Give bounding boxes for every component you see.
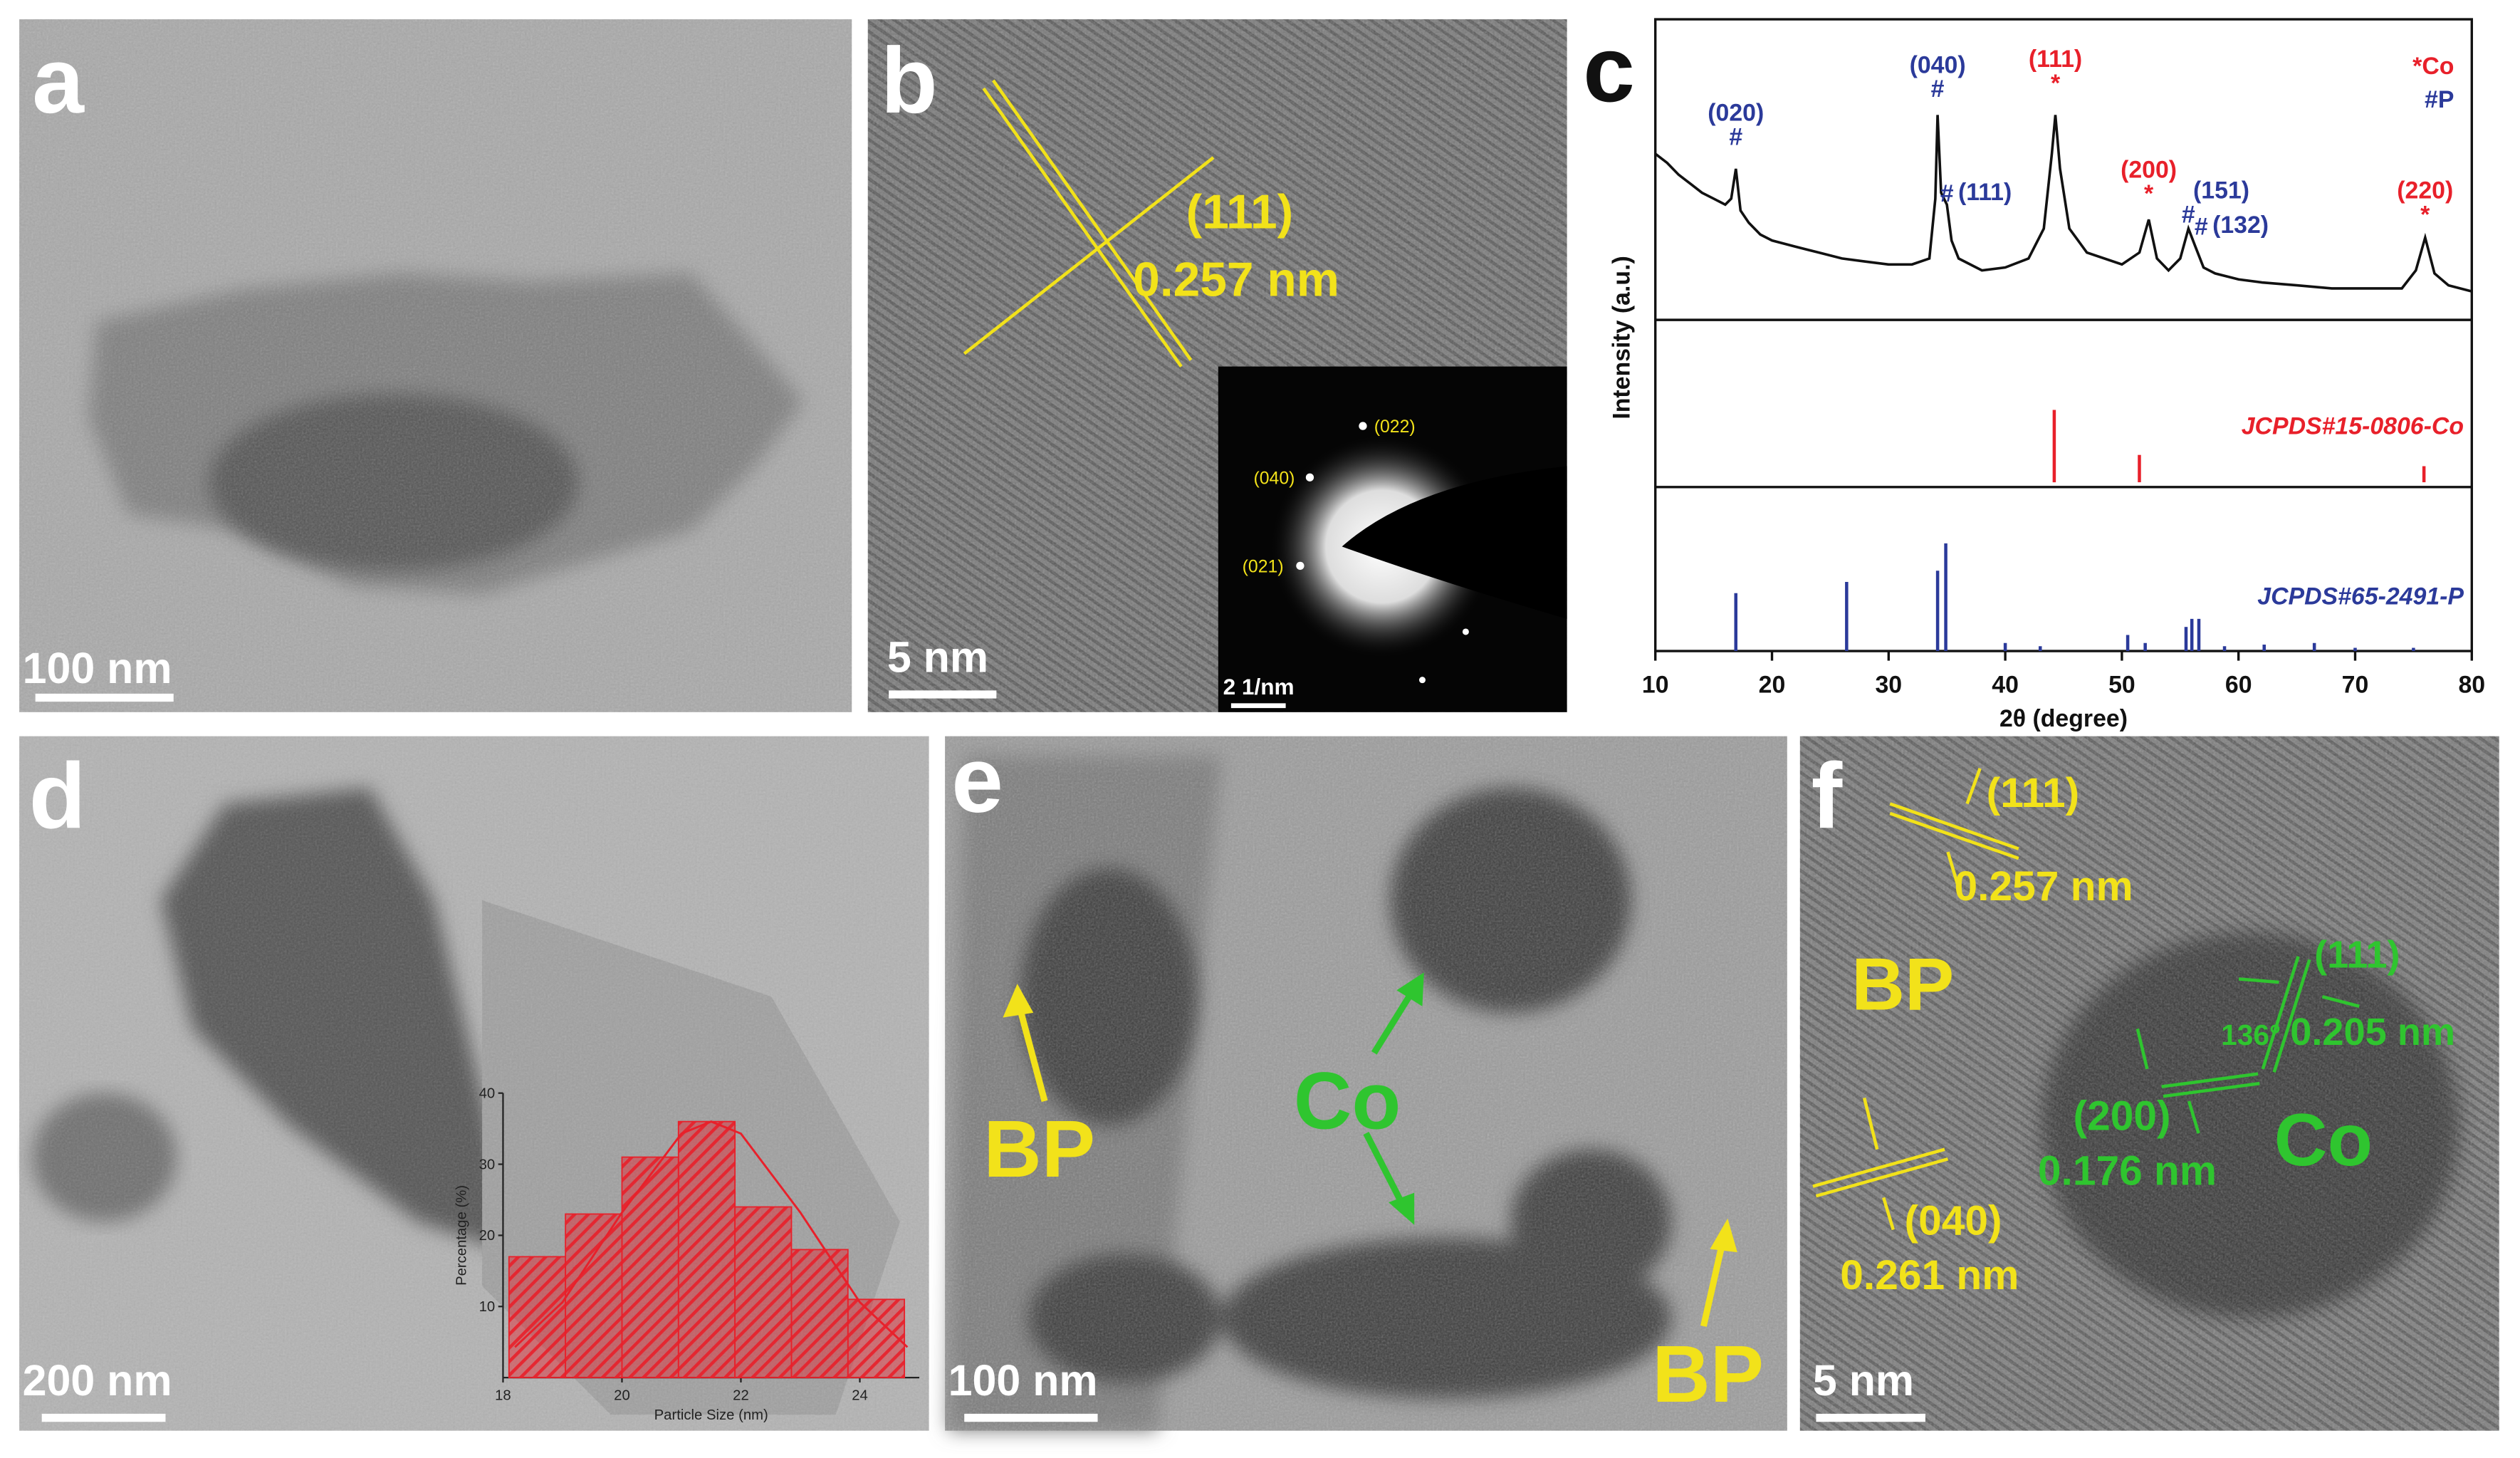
reference-label: JCPDS#15-0806-Co: [2242, 412, 2464, 439]
x-tick-label: 22: [733, 1388, 749, 1404]
y-tick-label: 40: [479, 1085, 496, 1101]
annotation: Co: [1294, 1056, 1401, 1145]
xrd-pattern: [1654, 115, 2472, 293]
annotation: 0.205 nm: [2290, 1011, 2455, 1053]
histogram-bar: [508, 1256, 567, 1379]
histogram-bar: [565, 1213, 623, 1379]
annotation: 0.176 nm: [2038, 1147, 2217, 1194]
x-tick-label: 60: [2225, 672, 2252, 699]
scale-bar-label: 5 nm: [1813, 1356, 1914, 1405]
legend-name: Co: [2422, 53, 2454, 80]
peak-marker: #: [2195, 213, 2208, 240]
x-tick-label: 50: [2108, 672, 2135, 699]
annotation: 0.261 nm: [1840, 1252, 2019, 1298]
annotation: 0.257 nm: [1955, 863, 2133, 910]
plot-frame: [1654, 18, 2473, 652]
annotation: (111): [1987, 770, 2080, 816]
peak-label: (111): [1958, 179, 2012, 206]
scale-bar-label: 100 nm: [23, 644, 172, 692]
panel-label: a: [32, 28, 85, 132]
peak-label: (151): [2193, 177, 2249, 204]
annotation: (040): [1905, 1197, 2002, 1244]
panel-label: c: [1583, 16, 1635, 121]
spot-label: (040): [1253, 469, 1295, 488]
annotation: BP: [1851, 942, 1954, 1025]
panel-d: d 200 nm 18 20 22 24 10 20 30 40 Particle Size (…: [19, 736, 929, 1431]
peak-label: (220): [2397, 177, 2453, 204]
panel-label: b: [881, 28, 938, 132]
panel-f: f (111) 0.257 nm BP (111) 0.205 nm 136° …: [1799, 736, 2499, 1431]
annotation: 136°: [2221, 1019, 2281, 1051]
panel-b: (111) 0.257 nm (022) (040) (021) 2 1/nm …: [867, 19, 1567, 712]
legend-name: P: [2438, 86, 2454, 113]
x-tick-label: 24: [852, 1388, 868, 1404]
peak-marker: #: [2182, 202, 2195, 229]
peak-marker: #: [1931, 75, 1945, 103]
x-tick-label: 20: [614, 1388, 630, 1404]
histogram-bar: [677, 1120, 736, 1379]
annotation: (111): [1186, 185, 1294, 239]
peak-marker: *: [2144, 180, 2154, 207]
legend-entry: *Co: [2412, 53, 2454, 80]
x-tick-label: 80: [2458, 672, 2485, 699]
y-tick-label: 20: [479, 1228, 496, 1244]
peak-label: (111): [2029, 46, 2082, 73]
peak-marker: #: [1729, 123, 1742, 150]
histogram-bar: [847, 1298, 906, 1379]
peak-label: (020): [1708, 100, 1764, 127]
spot-label: (021): [1243, 557, 1284, 576]
peak-label: (200): [2121, 156, 2177, 183]
histogram-bar: [734, 1206, 793, 1379]
x-tick-label: 20: [1759, 672, 1786, 699]
scale-bar-label: 100 nm: [948, 1356, 1098, 1405]
panel-a: a 100 nm: [19, 19, 852, 712]
annotation: 0.257 nm: [1133, 253, 1339, 306]
legend-marker: *: [2412, 53, 2422, 80]
histogram-bar: [621, 1156, 679, 1379]
inset-scale-label: 2 1/nm: [1223, 674, 1295, 699]
y-axis-label: Intensity (a.u.): [1609, 256, 1636, 419]
legend-entry: #P: [2425, 86, 2454, 113]
reference-label: JCPDS#65-2491-P: [2257, 583, 2464, 610]
legend-marker: #: [2425, 86, 2438, 113]
y-tick-label: 30: [479, 1157, 496, 1172]
annotation: (200): [2074, 1093, 2171, 1140]
x-tick-label: 18: [495, 1388, 511, 1404]
panel-label: e: [951, 727, 1003, 832]
y-tick-label: 10: [479, 1299, 496, 1315]
scale-bar-label: 5 nm: [887, 632, 988, 681]
x-axis-label: Particle Size (nm): [654, 1407, 768, 1423]
annotation: Co: [2274, 1098, 2373, 1181]
annotation: BP: [1652, 1329, 1764, 1419]
x-tick-label: 30: [1875, 672, 1902, 699]
panel-c: c 10 20 30 40 50 60 70 80 2θ (degree) Intensity (…: [1583, 16, 2485, 732]
peak-marker: #: [1940, 180, 1954, 207]
panel-label: d: [29, 743, 86, 848]
scale-bar-label: 200 nm: [23, 1356, 172, 1405]
peak-label: (132): [2212, 212, 2269, 239]
x-tick-label: 70: [2342, 672, 2369, 699]
fit-curve: [514, 1120, 909, 1348]
peak-marker: *: [2420, 202, 2430, 229]
peak-marker: *: [2051, 70, 2061, 97]
x-tick-label: 10: [1642, 672, 1669, 699]
annotation: (111): [2314, 934, 2400, 977]
histogram-bar: [790, 1249, 849, 1379]
x-axis-label: 2θ (degree): [1999, 705, 2128, 732]
annotation: BP: [983, 1104, 1095, 1194]
spot-label: (022): [1374, 417, 1416, 437]
y-axis-label: Percentage (%): [454, 1185, 470, 1286]
panel-label: f: [1811, 743, 1843, 848]
peak-label: (040): [1910, 51, 1966, 78]
panel-e: e BP Co BP 100 nm: [945, 727, 1787, 1431]
x-tick-label: 40: [1992, 672, 2019, 699]
